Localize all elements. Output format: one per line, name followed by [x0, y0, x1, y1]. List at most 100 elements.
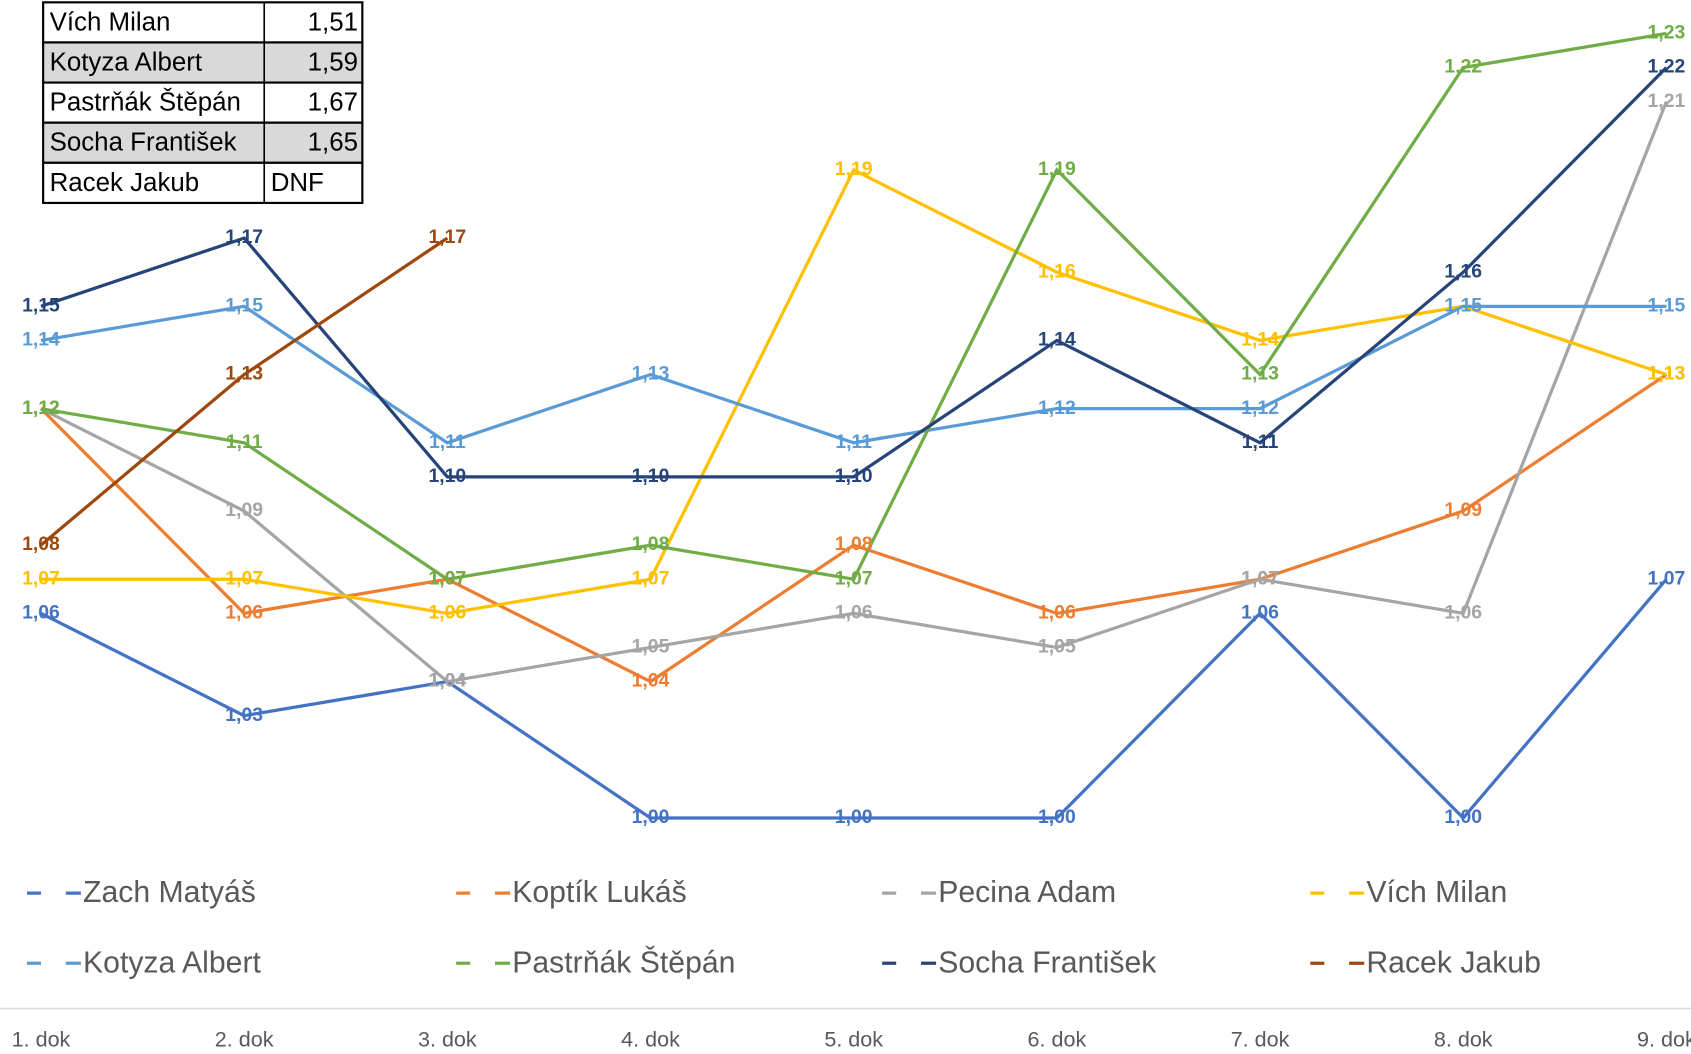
data-label: 1,15 [22, 294, 60, 316]
table-row [42, 161, 364, 205]
legend-label: Koptík Lukáš [512, 876, 687, 909]
data-label: 1,15 [1444, 294, 1482, 316]
table-row [42, 41, 364, 84]
data-label: 1,13 [1648, 363, 1686, 385]
data-label: 1,11 [835, 431, 872, 453]
data-label: 1,10 [835, 465, 873, 487]
data-label: 1,22 [1444, 56, 1482, 78]
legend-label: Kotyza Albert [83, 946, 261, 979]
data-label: 1,06 [428, 601, 466, 623]
table-cell: Kotyza Albert [50, 48, 202, 76]
x-tick-label: 4. dok [621, 1027, 680, 1052]
legend-label: Socha František [938, 946, 1157, 979]
x-tick-label: 5. dok [824, 1027, 883, 1052]
data-label: 1,15 [225, 294, 263, 316]
data-label: 1,06 [22, 601, 60, 623]
series-line [40, 101, 1668, 684]
series-line [40, 304, 1667, 445]
data-label: 1,06 [1241, 601, 1279, 623]
data-label: 1,14 [1038, 329, 1076, 351]
legend-label: Racek Jakub [1366, 946, 1541, 979]
data-label: 1,14 [1241, 329, 1279, 351]
legend-label: Pastrňák Štěpán [512, 945, 735, 979]
data-label: 1,08 [22, 533, 60, 555]
data-label: 1,09 [1444, 499, 1482, 521]
data-label: 1,03 [225, 704, 263, 726]
data-label: 1,12 [22, 397, 60, 419]
data-label: 1,06 [835, 601, 873, 623]
data-label: 1,07 [632, 567, 670, 589]
table-cell: 1,65 [308, 129, 358, 157]
data-label: 1,13 [1648, 363, 1686, 385]
table-cell: 1,59 [308, 48, 358, 76]
series-line [40, 66, 1668, 479]
table-cell: 1,67 [308, 89, 358, 117]
data-label: 1,08 [835, 533, 873, 555]
series-line [40, 578, 1668, 821]
data-label: 1,07 [22, 567, 60, 589]
data-label: 1,19 [1038, 158, 1076, 180]
x-tick-label: 2. dok [215, 1027, 274, 1052]
data-label: 1,16 [1038, 260, 1076, 282]
x-tick-label: 9. dok [1637, 1027, 1691, 1052]
data-label: 1,17 [428, 226, 466, 248]
table-cell: 1,51 [308, 8, 358, 36]
data-label: 1,08 [632, 533, 670, 555]
data-label: 1,17 [225, 226, 263, 248]
x-tick-label: 6. dok [1028, 1027, 1087, 1052]
data-label: 1,06 [1444, 601, 1482, 623]
data-label: 1,07 [428, 567, 466, 589]
data-label: 1,09 [225, 499, 263, 521]
data-label: 1,12 [22, 397, 60, 419]
data-label: 1,00 [1444, 806, 1482, 828]
data-label: 1,07 [1241, 567, 1279, 589]
table-cell: Pastrňák Štěpán [50, 88, 241, 117]
data-label: 1,07 [835, 567, 873, 589]
data-label: 1,07 [1648, 567, 1686, 589]
data-label: 1,06 [225, 601, 263, 623]
data-label: 1,13 [1241, 363, 1279, 385]
table-cell: Vích Milan [50, 8, 171, 36]
legend-label: Pecina Adam [938, 876, 1116, 909]
data-label: 1,21 [1648, 90, 1686, 112]
data-label: 1,10 [632, 465, 670, 487]
data-label: 1,12 [22, 397, 60, 419]
legend-label: Zach Matyáš [83, 876, 256, 909]
data-label: 1,07 [428, 567, 466, 589]
data-label: 1,23 [1648, 22, 1686, 44]
data-label: 1,11 [1242, 431, 1279, 453]
data-label: 1,22 [1648, 56, 1686, 78]
data-label: 1,11 [429, 431, 466, 453]
data-label: 1,19 [835, 158, 873, 180]
data-label: 1,16 [1444, 260, 1482, 282]
data-label: 1,14 [22, 329, 60, 351]
data-label: 1,12 [1038, 397, 1076, 419]
data-label: 1,05 [1038, 636, 1076, 658]
x-tick-label: 8. dok [1434, 1027, 1493, 1052]
series-line [40, 31, 1667, 582]
data-label: 1,13 [225, 363, 263, 385]
data-label: 1,15 [1648, 294, 1686, 316]
data-label: 1,10 [428, 465, 466, 487]
table-cell: DNF [271, 169, 324, 197]
series-line [39, 236, 449, 547]
data-label: 1,04 [428, 670, 466, 692]
data-label: 1,07 [225, 567, 263, 589]
data-label: 1,15 [1444, 294, 1482, 316]
data-label: 1,06 [1038, 601, 1076, 623]
data-label: 1,13 [632, 363, 670, 385]
data-label: 1,04 [632, 670, 670, 692]
data-label: 1,12 [1241, 397, 1279, 419]
x-tick-label: 7. dok [1231, 1027, 1290, 1052]
data-label: 1,07 [1241, 567, 1279, 589]
data-label: 1,00 [632, 806, 670, 828]
series-line [39, 373, 1668, 684]
table-cell: Racek Jakub [50, 169, 200, 197]
data-label: 1,05 [632, 636, 670, 658]
data-label: 1,04 [428, 670, 466, 692]
x-tick-label: 3. dok [418, 1027, 477, 1052]
data-label: 1,11 [226, 431, 263, 453]
data-label: 1,00 [1038, 806, 1076, 828]
